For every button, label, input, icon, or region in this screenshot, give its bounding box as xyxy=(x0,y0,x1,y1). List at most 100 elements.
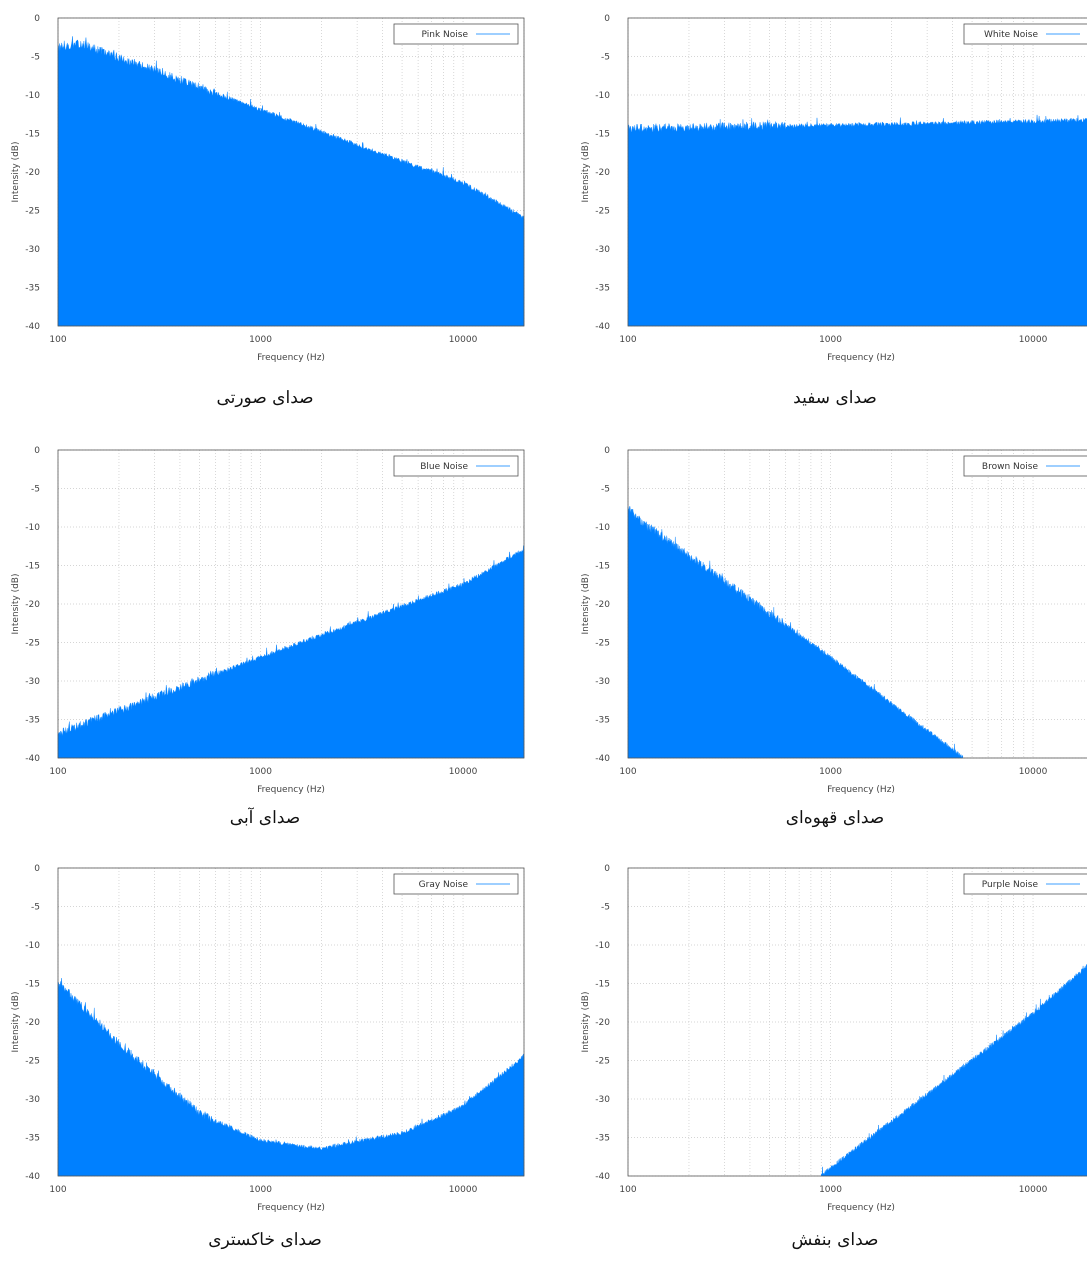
y-tick-label: -10 xyxy=(25,941,40,951)
x-tick-label: 10000 xyxy=(449,1185,478,1195)
y-tick-label: -40 xyxy=(25,754,40,764)
x-tick-label: 100 xyxy=(49,1185,66,1195)
chart-panel: 0 -5 -10 -15 -20 -25 -30 -35 -40 100 1000 10000 Freq… xyxy=(570,858,1087,1250)
y-tick-label: -35 xyxy=(25,284,40,294)
y-tick-label: -30 xyxy=(595,245,610,255)
y-tick-label: -15 xyxy=(595,980,610,990)
y-tick-label: -25 xyxy=(25,1057,40,1067)
y-tick-label: -15 xyxy=(595,562,610,572)
spectrum-area xyxy=(57,978,525,1177)
y-tick-label: -20 xyxy=(595,1018,610,1028)
legend-entry: Brown Noise xyxy=(982,462,1039,472)
x-tick-label: 100 xyxy=(619,1185,636,1195)
x-tick-label: 10000 xyxy=(1019,335,1048,345)
chart-svg: 0 -5 -10 -15 -20 -25 -30 -35 -40 100 1000 10000 Freq… xyxy=(11,14,525,363)
y-tick-label: -25 xyxy=(595,207,610,217)
x-axis-label: Frequency (Hz) xyxy=(257,1203,325,1213)
y-tick-label: -15 xyxy=(25,980,40,990)
plot-frame xyxy=(627,17,1087,327)
y-tick-label: -30 xyxy=(25,677,40,687)
spectrum-area xyxy=(627,114,1087,327)
y-tick-label: -15 xyxy=(595,130,610,140)
y-tick-label: -40 xyxy=(595,322,610,332)
x-tick-label: 1000 xyxy=(249,335,272,345)
chart-caption: صدای بنفش xyxy=(791,1230,879,1250)
y-tick-label: -40 xyxy=(595,1172,610,1182)
y-tick-label: -30 xyxy=(25,245,40,255)
x-tick-label: 10000 xyxy=(449,335,478,345)
chart-svg: 0 -5 -10 -15 -20 -25 -30 -35 -40 100 1000 10000 Freq… xyxy=(581,446,1087,795)
y-tick-label: -20 xyxy=(595,168,610,178)
y-axis-label: Intensity (dB) xyxy=(11,142,21,203)
legend-entry: Blue Noise xyxy=(420,462,468,472)
legend-entry: Gray Noise xyxy=(419,880,469,890)
y-tick-label: -5 xyxy=(31,485,40,495)
plot-frame xyxy=(57,17,525,327)
y-axis-label: Intensity (dB) xyxy=(11,574,21,635)
plot-frame xyxy=(627,449,1087,759)
y-tick-label: -5 xyxy=(601,53,610,63)
y-tick-label: -5 xyxy=(31,53,40,63)
chart-svg: 0 -5 -10 -15 -20 -25 -30 -35 -40 100 1000 10000 Freq… xyxy=(11,864,525,1213)
y-tick-label: -15 xyxy=(25,562,40,572)
spectrum-area xyxy=(57,545,525,759)
y-axis-label: Intensity (dB) xyxy=(581,142,591,203)
chart-caption: صدای خاکستری xyxy=(208,1230,322,1250)
chart-caption: صدای قهوه‌ای xyxy=(785,808,885,828)
legend-entry: Purple Noise xyxy=(982,880,1039,890)
chart-caption: صدای صورتی xyxy=(216,388,314,408)
y-tick-label: -20 xyxy=(25,1018,40,1028)
spectrum-area xyxy=(821,963,1087,1177)
chart-panel: 0 -5 -10 -15 -20 -25 -30 -35 -40 100 1000 10000 Freq… xyxy=(570,8,1087,408)
legend-entry: White Noise xyxy=(984,30,1038,40)
y-tick-label: -35 xyxy=(25,716,40,726)
y-tick-label: -25 xyxy=(595,639,610,649)
y-tick-label: -40 xyxy=(595,754,610,764)
plot-frame xyxy=(627,867,1087,1177)
y-tick-label: 0 xyxy=(34,14,40,24)
x-tick-label: 10000 xyxy=(449,767,478,777)
y-tick-label: -20 xyxy=(25,600,40,610)
y-tick-label: -30 xyxy=(25,1095,40,1105)
chart-panel: 0 -5 -10 -15 -20 -25 -30 -35 -40 100 1000 10000 Freq… xyxy=(0,8,530,408)
y-tick-label: -20 xyxy=(595,600,610,610)
legend-box xyxy=(963,873,1087,895)
x-tick-label: 1000 xyxy=(819,767,842,777)
x-tick-label: 10000 xyxy=(1019,767,1048,777)
legend-box xyxy=(393,23,519,45)
x-tick-label: 1000 xyxy=(249,767,272,777)
x-tick-label: 100 xyxy=(619,767,636,777)
y-tick-label: -5 xyxy=(601,903,610,913)
spectrum-area xyxy=(57,36,525,327)
chart-panel: 0 -5 -10 -15 -20 -25 -30 -35 -40 100 1000 10000 Freq… xyxy=(0,858,530,1250)
y-tick-label: -5 xyxy=(601,485,610,495)
chart-panel: 0 -5 -10 -15 -20 -25 -30 -35 -40 100 1000 10000 Freq… xyxy=(0,440,530,828)
x-tick-label: 100 xyxy=(49,335,66,345)
y-tick-label: -10 xyxy=(25,91,40,101)
y-axis-label: Intensity (dB) xyxy=(11,992,21,1053)
chart-caption: صدای سفید xyxy=(793,388,877,408)
y-tick-label: -25 xyxy=(25,207,40,217)
y-tick-label: -35 xyxy=(25,1134,40,1144)
y-tick-label: -40 xyxy=(25,1172,40,1182)
y-tick-label: 0 xyxy=(34,446,40,456)
legend-entry: Pink Noise xyxy=(422,30,469,40)
x-axis-label: Frequency (Hz) xyxy=(257,785,325,795)
x-axis-label: Frequency (Hz) xyxy=(257,353,325,363)
y-tick-label: -30 xyxy=(595,677,610,687)
y-tick-label: -25 xyxy=(595,1057,610,1067)
plot-frame xyxy=(57,449,525,759)
x-tick-label: 100 xyxy=(49,767,66,777)
legend-box xyxy=(393,873,519,895)
x-tick-label: 1000 xyxy=(249,1185,272,1195)
y-tick-label: -35 xyxy=(595,284,610,294)
y-tick-label: -40 xyxy=(25,322,40,332)
legend-box xyxy=(963,455,1087,477)
x-axis-label: Frequency (Hz) xyxy=(827,1203,895,1213)
y-tick-label: -25 xyxy=(25,639,40,649)
x-tick-label: 10000 xyxy=(1019,1185,1048,1195)
y-tick-label: 0 xyxy=(604,446,610,456)
y-tick-label: -5 xyxy=(31,903,40,913)
x-tick-label: 1000 xyxy=(819,335,842,345)
